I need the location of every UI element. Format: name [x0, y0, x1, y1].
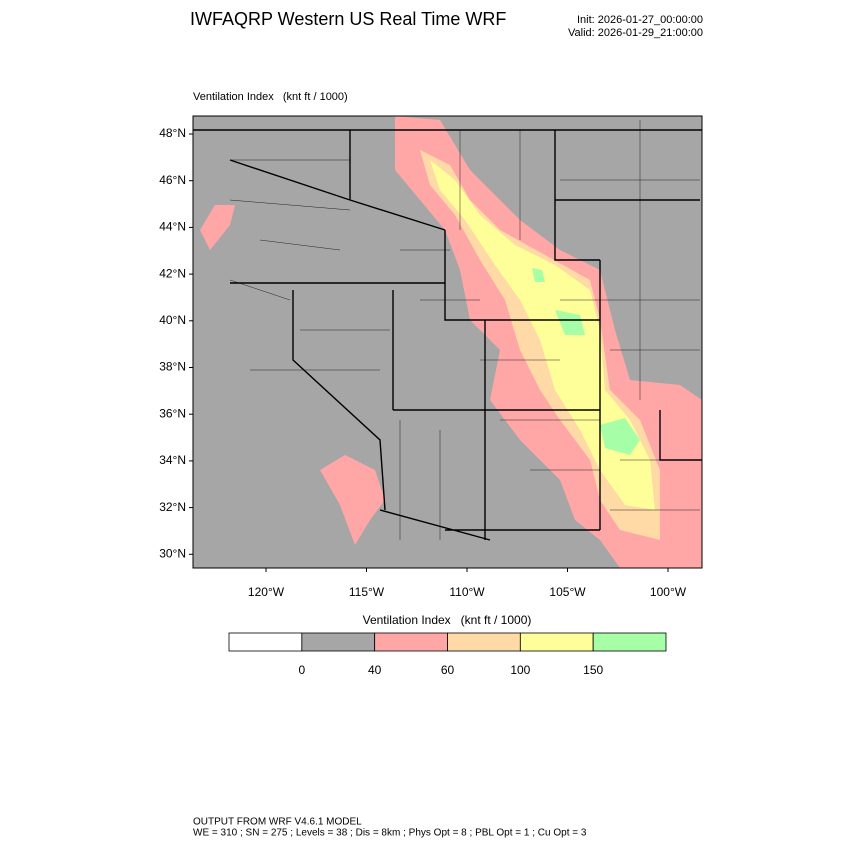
colorbar-box — [592, 632, 667, 652]
colorbar-box — [519, 632, 594, 652]
colorbar-label: 40 — [368, 663, 382, 677]
lon-label: 120°W — [248, 585, 285, 599]
lat-label: 42°N — [159, 266, 186, 280]
lat-label: 38°N — [159, 360, 186, 374]
title: IWFAQRP Western US Real Time WRF — [190, 9, 506, 29]
lat-label: 32°N — [159, 500, 186, 514]
lat-label: 34°N — [159, 453, 186, 467]
lat-label: 30°N — [159, 546, 186, 560]
colorbar-box — [374, 632, 448, 652]
lat-label: 44°N — [159, 220, 186, 234]
colorbar-box — [228, 632, 303, 652]
map-label: Ventilation Index (knt ft / 1000) — [193, 91, 348, 103]
lat-labels: 48°N 46°N 44°N 42°N 40°N 38°N 36°N 34°N 32°N 30°N — [159, 126, 193, 560]
colorbar: 0 40 60 100 150 — [228, 632, 667, 677]
colorbar-label: 100 — [510, 663, 530, 677]
map — [192, 115, 703, 569]
colorbar-label: 60 — [441, 663, 455, 677]
lon-labels: 120°W 115°W 110°W 105°W 100°W — [248, 568, 687, 599]
lon-label: 100°W — [650, 585, 687, 599]
colorbar-label: 150 — [583, 663, 603, 677]
lat-label: 40°N — [159, 313, 186, 327]
colorbar-box — [301, 632, 376, 652]
colorbar-box — [447, 632, 521, 652]
lat-label: 36°N — [159, 406, 186, 420]
colorbar-title: Ventilation Index (knt ft / 1000) — [363, 613, 532, 627]
lat-label: 48°N — [159, 126, 186, 140]
footer-line: WE = 310 ; SN = 275 ; Levels = 38 ; Dis … — [193, 828, 587, 839]
lon-label: 115°W — [349, 585, 385, 599]
lon-label: 105°W — [549, 585, 586, 599]
init-time: Init: 2026-01-27_00:00:00 — [577, 14, 703, 26]
footer-line: OUTPUT FROM WRF V4.6.1 MODEL — [193, 817, 362, 828]
lat-label: 46°N — [159, 173, 186, 187]
colorbar-label: 0 — [298, 663, 305, 677]
valid-time: Valid: 2026-01-29_21:00:00 — [568, 27, 703, 39]
lon-label: 110°W — [449, 585, 485, 599]
